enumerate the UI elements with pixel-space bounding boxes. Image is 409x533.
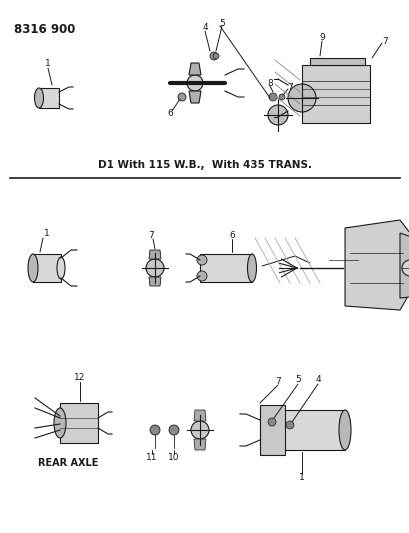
Polygon shape <box>259 410 344 450</box>
Circle shape <box>213 53 218 59</box>
Circle shape <box>267 418 275 426</box>
Polygon shape <box>344 220 409 310</box>
Circle shape <box>287 84 315 112</box>
Circle shape <box>178 93 186 101</box>
Circle shape <box>209 52 218 60</box>
Text: 12: 12 <box>74 374 85 383</box>
Circle shape <box>401 260 409 276</box>
Polygon shape <box>189 91 200 103</box>
Ellipse shape <box>247 254 256 282</box>
Polygon shape <box>39 88 59 108</box>
Ellipse shape <box>338 410 350 450</box>
Circle shape <box>196 271 207 281</box>
Polygon shape <box>60 403 98 443</box>
Circle shape <box>267 105 287 125</box>
Text: REAR AXLE: REAR AXLE <box>38 458 98 468</box>
Polygon shape <box>33 254 61 282</box>
Text: 10: 10 <box>168 454 179 463</box>
Polygon shape <box>259 405 284 455</box>
Text: 1: 1 <box>45 60 51 69</box>
Polygon shape <box>301 65 369 123</box>
Polygon shape <box>148 250 161 259</box>
Text: 8316 900: 8316 900 <box>14 23 75 36</box>
Polygon shape <box>189 63 200 75</box>
Text: 5: 5 <box>294 376 300 384</box>
Ellipse shape <box>34 88 43 108</box>
Text: 1: 1 <box>44 230 50 238</box>
Text: 9: 9 <box>318 34 324 43</box>
Text: 5: 5 <box>218 19 224 28</box>
Polygon shape <box>399 233 409 298</box>
Text: 8: 8 <box>267 78 272 87</box>
Text: 4: 4 <box>315 376 320 384</box>
Text: D1 With 115 W.B.,  With 435 TRANS.: D1 With 115 W.B., With 435 TRANS. <box>98 160 311 170</box>
Ellipse shape <box>28 254 38 282</box>
Circle shape <box>146 259 164 277</box>
Text: 4: 4 <box>202 22 207 31</box>
Text: 7: 7 <box>148 231 153 240</box>
Ellipse shape <box>57 257 65 279</box>
Text: 6: 6 <box>167 109 173 117</box>
Text: 11: 11 <box>146 454 157 463</box>
Text: 7: 7 <box>274 377 280 386</box>
Circle shape <box>191 421 209 439</box>
Text: 1: 1 <box>299 473 304 482</box>
Circle shape <box>268 93 276 101</box>
Ellipse shape <box>187 75 202 91</box>
Polygon shape <box>309 58 364 65</box>
Polygon shape <box>193 410 205 421</box>
Polygon shape <box>148 277 161 286</box>
Circle shape <box>285 421 293 429</box>
Circle shape <box>150 425 160 435</box>
Text: 6: 6 <box>229 231 234 240</box>
Polygon shape <box>193 439 205 450</box>
Text: 7: 7 <box>381 36 387 45</box>
Circle shape <box>169 425 179 435</box>
Circle shape <box>196 255 207 265</box>
Text: 7: 7 <box>286 83 292 92</box>
Polygon shape <box>200 254 252 282</box>
Circle shape <box>278 94 284 100</box>
Ellipse shape <box>54 408 66 438</box>
